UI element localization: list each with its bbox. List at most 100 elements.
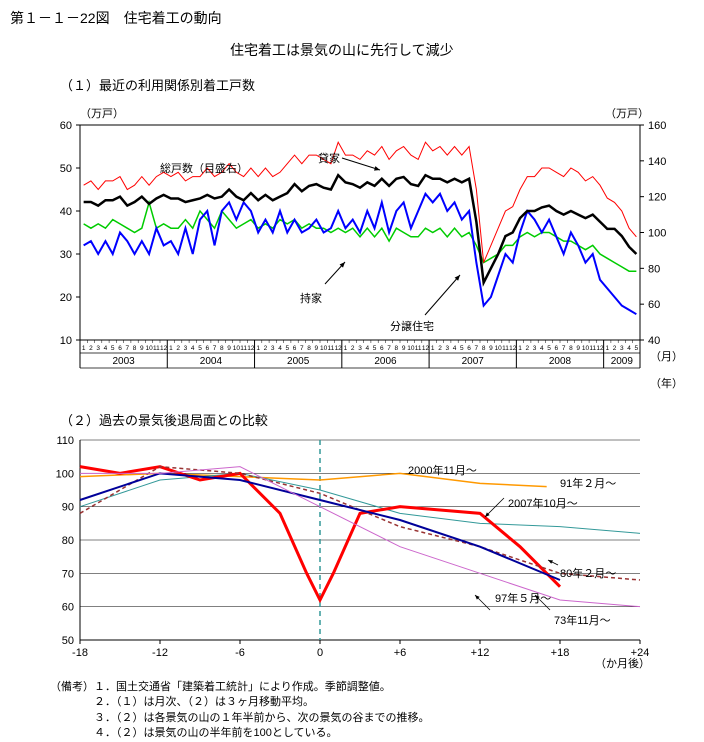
svg-text:4: 4 [365,345,369,352]
svg-text:60: 60 [648,299,660,311]
svg-text:40: 40 [60,206,72,218]
chart2-heading: （２）過去の景気後退局面との比較 [60,410,268,429]
svg-text:5: 5 [198,345,202,352]
svg-text:5: 5 [285,345,289,352]
svg-text:2009: 2009 [611,356,634,367]
svg-text:9: 9 [140,345,144,352]
svg-text:7: 7 [475,345,479,352]
svg-text:100: 100 [56,468,74,480]
svg-text:12: 12 [422,345,430,352]
svg-text:7: 7 [387,345,391,352]
svg-text:4: 4 [278,345,282,352]
svg-text:160: 160 [648,120,666,132]
svg-text:90: 90 [62,502,74,514]
svg-text:12: 12 [509,345,517,352]
svg-text:4: 4 [104,345,108,352]
svg-text:+24: +24 [631,647,650,659]
svg-text:2: 2 [613,345,617,352]
svg-text:6: 6 [118,345,122,352]
svg-text:3: 3 [620,345,624,352]
svg-text:80: 80 [62,535,74,547]
svg-text:10: 10 [233,345,241,352]
svg-text:5: 5 [373,345,377,352]
svg-text:3: 3 [184,345,188,352]
svg-text:9: 9 [227,345,231,352]
svg-text:4: 4 [191,345,195,352]
svg-text:50: 50 [62,635,74,647]
svg-text:9: 9 [315,345,319,352]
svg-text:7: 7 [300,345,304,352]
svg-text:4: 4 [453,345,457,352]
svg-text:0: 0 [317,647,323,659]
svg-text:1: 1 [344,345,348,352]
svg-text:1: 1 [518,345,522,352]
svg-text:9: 9 [402,345,406,352]
svg-text:110: 110 [56,435,74,447]
svg-text:10: 10 [320,345,328,352]
svg-text:50: 50 [60,163,72,175]
svg-text:2004: 2004 [200,356,223,367]
svg-text:9: 9 [576,345,580,352]
svg-text:8: 8 [482,345,486,352]
svg-text:8: 8 [220,345,224,352]
svg-text:3: 3 [271,345,275,352]
svg-text:2: 2 [264,345,268,352]
svg-text:2: 2 [176,345,180,352]
svg-text:40: 40 [648,335,660,347]
svg-text:1: 1 [256,345,260,352]
svg-text:80: 80 [648,263,660,275]
svg-text:+6: +6 [394,647,407,659]
svg-text:2006: 2006 [374,356,397,367]
svg-text:3: 3 [96,345,100,352]
svg-text:-18: -18 [72,647,88,659]
chart1-plot: 1020304050604060801001201401601234567891… [50,125,670,400]
svg-text:10: 10 [582,345,590,352]
svg-text:10: 10 [145,345,153,352]
svg-text:+12: +12 [471,647,490,659]
svg-text:2003: 2003 [113,356,136,367]
svg-text:5: 5 [460,345,464,352]
svg-text:3: 3 [445,345,449,352]
svg-text:2008: 2008 [549,356,572,367]
svg-text:2: 2 [351,345,355,352]
svg-text:5: 5 [111,345,115,352]
svg-text:8: 8 [307,345,311,352]
svg-text:12: 12 [160,345,168,352]
chart1-yright-label: （万戸） [605,105,649,121]
svg-text:6: 6 [205,345,209,352]
svg-text:5: 5 [547,345,551,352]
svg-text:3: 3 [533,345,537,352]
svg-text:2007: 2007 [462,356,485,367]
svg-text:6: 6 [380,345,384,352]
svg-text:120: 120 [648,192,666,204]
svg-text:1: 1 [169,345,173,352]
svg-text:70: 70 [62,568,74,580]
svg-text:8: 8 [569,345,573,352]
svg-text:9: 9 [489,345,493,352]
svg-text:2: 2 [525,345,529,352]
svg-text:6: 6 [293,345,297,352]
svg-text:7: 7 [125,345,129,352]
notes: （備考）１．国土交通省「建築着工統計」により作成。季節調整値。 ２．（１）は月次… [50,680,430,742]
svg-text:2: 2 [438,345,442,352]
svg-text:2: 2 [89,345,93,352]
svg-text:4: 4 [540,345,544,352]
svg-text:1: 1 [431,345,435,352]
svg-text:6: 6 [467,345,471,352]
svg-text:7: 7 [213,345,217,352]
svg-text:20: 20 [60,292,72,304]
svg-text:+18: +18 [551,647,570,659]
chart1-yleft-label: （万戸） [80,105,124,121]
svg-text:140: 140 [648,156,666,168]
svg-text:8: 8 [133,345,137,352]
svg-text:1: 1 [82,345,86,352]
svg-text:-6: -6 [235,647,245,659]
svg-text:5: 5 [635,345,639,352]
svg-text:12: 12 [247,345,255,352]
svg-text:60: 60 [60,120,72,132]
figure-number: 第１－１－22図 住宅着工の動向 [10,8,222,28]
svg-text:30: 30 [60,249,72,261]
svg-text:3: 3 [358,345,362,352]
svg-text:12: 12 [596,345,604,352]
subtitle: 住宅着工は景気の山に先行して減少 [230,40,454,60]
